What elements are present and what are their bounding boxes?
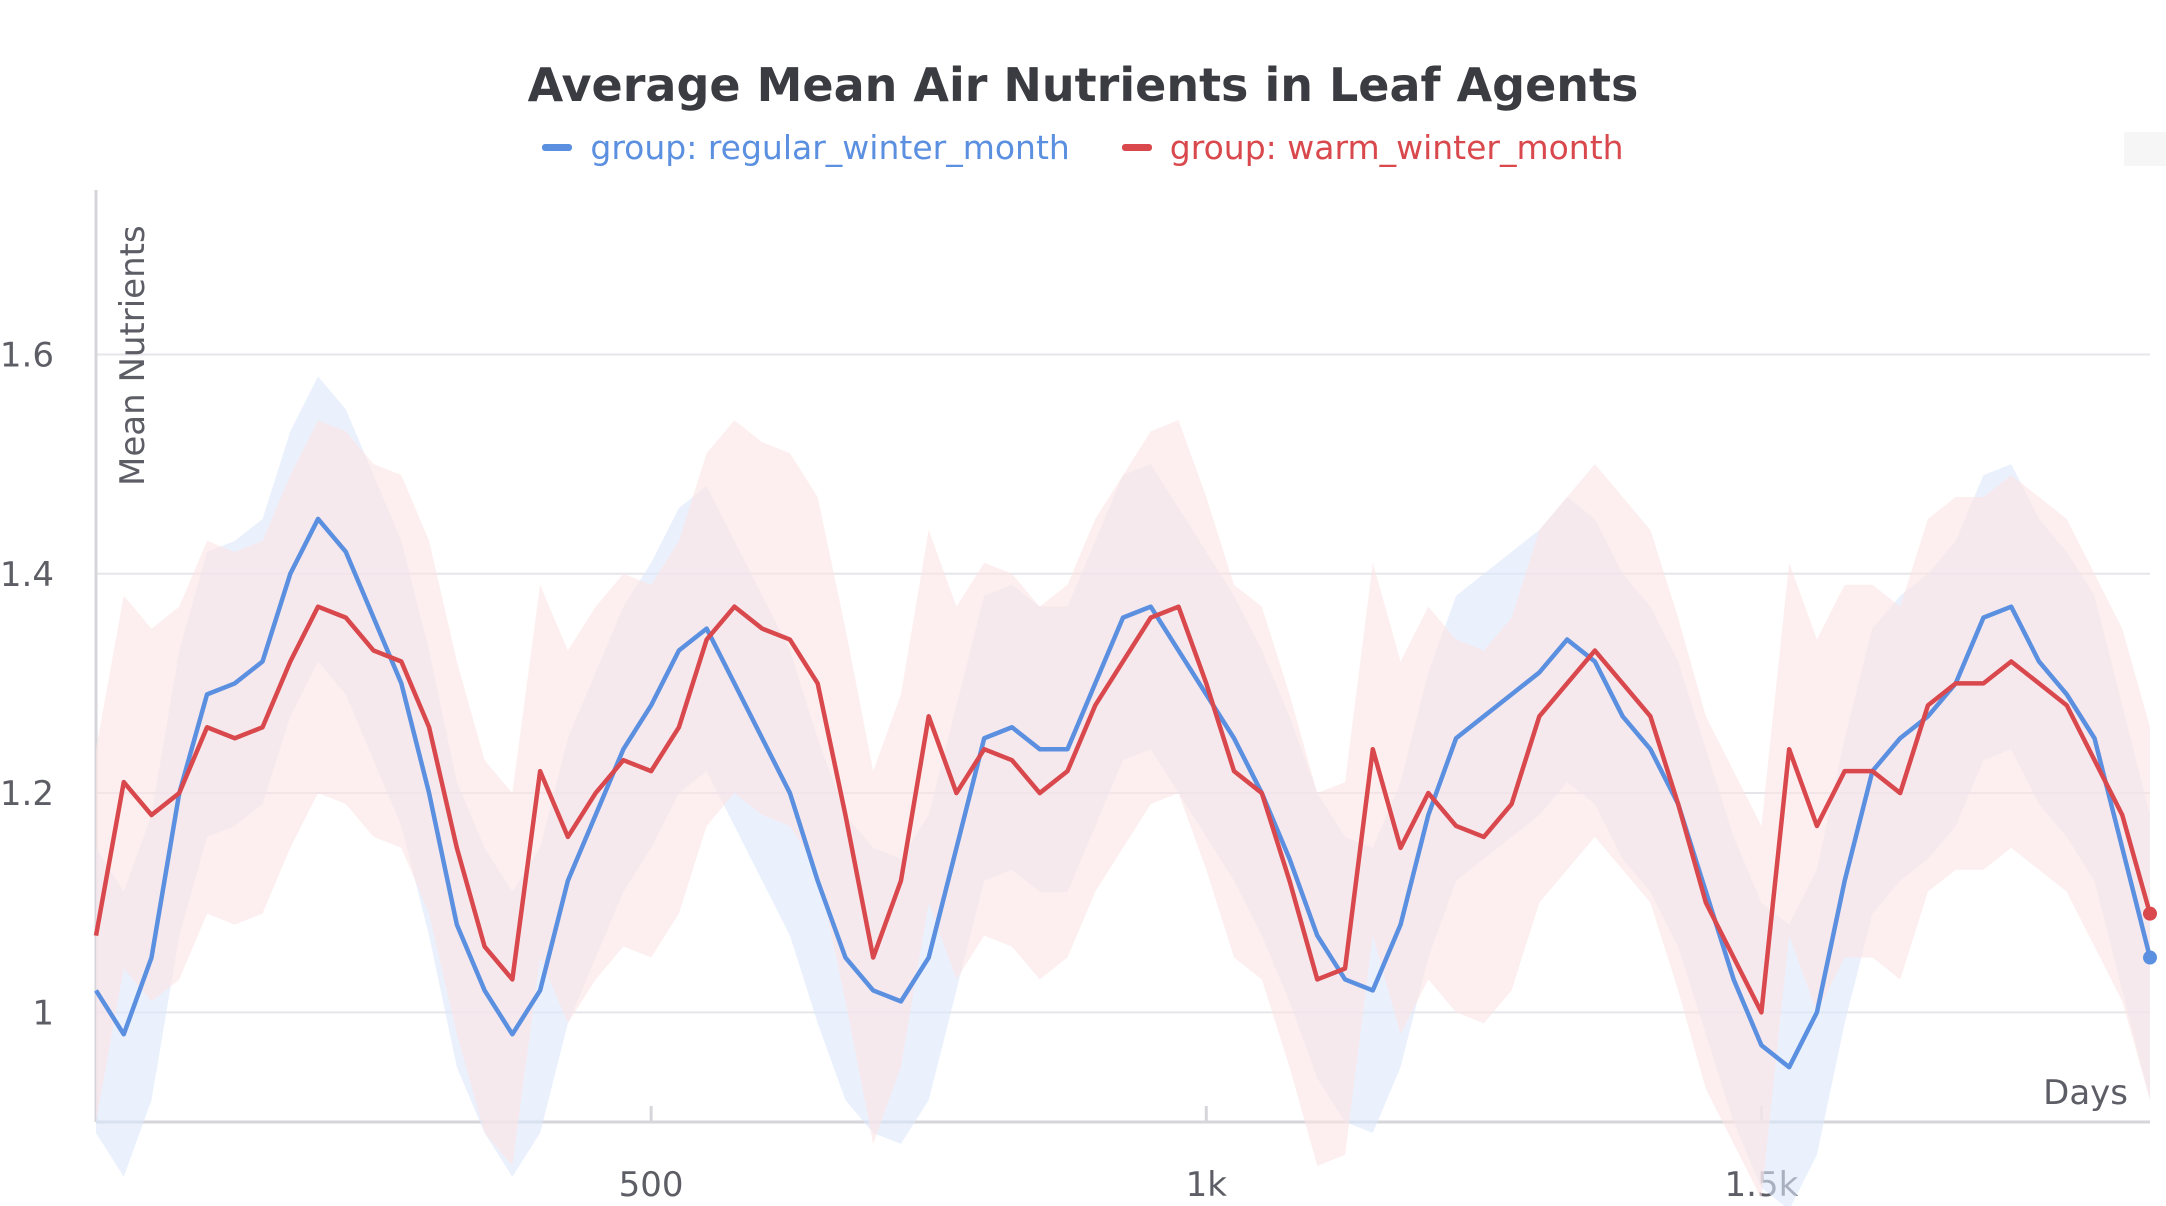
chart-title: Average Mean Air Nutrients in Leaf Agent…: [527, 58, 1639, 112]
x-tick-label-1: 1k: [1186, 1165, 1228, 1205]
legend-label-warm: group: warm_winter_month: [1169, 128, 1624, 167]
panel-corner-control[interactable]: [2124, 132, 2166, 166]
legend-swatch-regular: [542, 144, 573, 151]
y-tick-label-2: 1.4: [0, 555, 54, 595]
series-line-0: [94, 516, 2153, 1070]
x-axis-title: Days: [2043, 1073, 2128, 1113]
legend-item-regular[interactable]: group: regular_winter_month: [542, 128, 1070, 167]
y-tick-label-0: 1: [32, 993, 54, 1033]
y-tick-label-3: 1.6: [0, 335, 54, 375]
x-tick-label-0: 500: [619, 1165, 684, 1205]
series-end-point-1: [2143, 906, 2157, 921]
legend-label-regular: group: regular_winter_month: [590, 128, 1070, 167]
legend-swatch-warm: [1121, 144, 1152, 151]
y-axis-title: Mean Nutrients: [113, 225, 153, 486]
series-end-point-0: [2143, 950, 2157, 965]
y-tick-label-1: 1.2: [0, 774, 54, 814]
legend: group: regular_winter_month group: warm_…: [0, 128, 2166, 167]
legend-item-warm[interactable]: group: warm_winter_month: [1121, 128, 1624, 167]
series-line-1: [93, 604, 2153, 1015]
series-band-1: [96, 420, 2150, 1199]
